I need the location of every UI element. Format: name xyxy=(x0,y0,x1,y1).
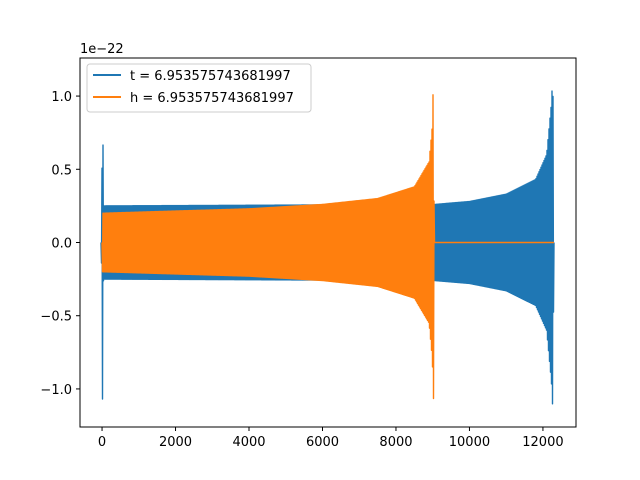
legend-label-series-h: h = 6.953575743681997 xyxy=(130,91,294,106)
legend-box xyxy=(86,63,312,113)
plot-area xyxy=(100,90,555,405)
y-tick-label: 1.0 xyxy=(51,90,72,105)
y-offset-text: 1e−22 xyxy=(80,42,124,57)
y-tick-label: −1.0 xyxy=(40,383,72,398)
x-tick-label: 8000 xyxy=(379,435,412,450)
series-line-h xyxy=(101,94,555,400)
y-tick-label: −0.5 xyxy=(40,310,72,325)
y-tick-label: 0.0 xyxy=(51,237,72,252)
x-axis: 0 2000 4000 6000 8000 10000 12000 xyxy=(98,427,564,450)
y-axis: −1.0 −0.5 0.0 0.5 1.0 xyxy=(40,90,80,398)
x-tick-label: 4000 xyxy=(232,435,265,450)
x-tick-label: 12000 xyxy=(522,435,563,450)
x-tick-label: 6000 xyxy=(306,435,339,450)
legend-label-series-t: t = 6.953575743681997 xyxy=(130,69,291,84)
x-tick-label: 10000 xyxy=(449,435,490,450)
y-tick-label: 0.5 xyxy=(51,163,72,178)
legend: t = 6.953575743681997 h = 6.953575743681… xyxy=(86,63,312,113)
x-tick-label: 0 xyxy=(98,435,106,450)
x-tick-label: 2000 xyxy=(159,435,192,450)
